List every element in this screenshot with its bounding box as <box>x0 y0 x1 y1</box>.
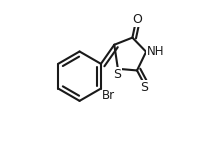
Text: NH: NH <box>147 45 164 58</box>
Text: Br: Br <box>102 89 115 102</box>
Text: S: S <box>113 68 121 81</box>
Text: S: S <box>140 81 148 94</box>
Text: O: O <box>132 13 142 26</box>
